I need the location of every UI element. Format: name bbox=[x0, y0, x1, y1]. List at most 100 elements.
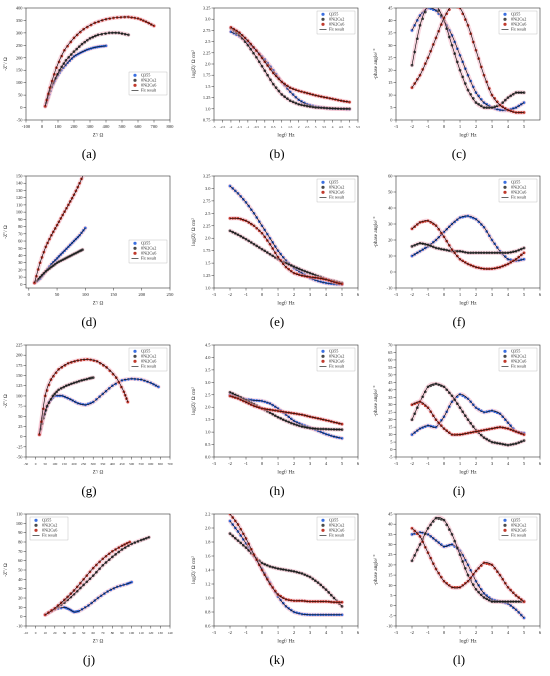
y-tick-label: 40 bbox=[388, 18, 393, 23]
y-tick-label: 2.75 bbox=[203, 28, 211, 33]
y-tick-label: 2.75 bbox=[203, 198, 211, 203]
y-tick-label: 2.2 bbox=[205, 512, 211, 517]
x-tick-label: 4 bbox=[325, 292, 328, 297]
x-tick-label: -1.5 bbox=[237, 125, 243, 129]
fit-line bbox=[44, 16, 155, 107]
x-tick-label: -1 bbox=[244, 630, 249, 635]
y-axis-label: log|Z|/ Ω cm² bbox=[191, 556, 197, 584]
x-tick-label: 0 bbox=[261, 461, 264, 466]
x-tick-label: 0 bbox=[443, 292, 446, 297]
y-tick-label: 0 bbox=[20, 434, 23, 439]
legend-marker bbox=[321, 528, 325, 532]
series-layer bbox=[409, 213, 527, 272]
x-axis-label: logf/ Hz bbox=[459, 638, 477, 645]
x-tick-label: -3 bbox=[394, 124, 399, 129]
y-tick-label: 0.0 bbox=[205, 455, 211, 460]
legend-marker bbox=[503, 528, 507, 532]
y-tick-label: 30 bbox=[388, 542, 393, 547]
plot-frame bbox=[395, 7, 541, 121]
legend-label: 0Ni2Cu2 bbox=[329, 17, 344, 22]
y-tick-label: 15 bbox=[388, 573, 393, 578]
y-tick-label: 4.5 bbox=[205, 343, 211, 348]
y-tick-label: 50 bbox=[18, 414, 23, 419]
x-tick-label: 80 bbox=[111, 631, 115, 635]
y-tick-label: 3.25 bbox=[203, 174, 211, 179]
data-point bbox=[477, 220, 481, 224]
data-point bbox=[130, 580, 133, 584]
fit-line bbox=[411, 383, 525, 446]
x-tick-label: 6 bbox=[357, 292, 360, 297]
series-layer bbox=[409, 515, 527, 620]
data-point bbox=[84, 169, 87, 172]
x-tick-label: 90 bbox=[120, 631, 124, 635]
y-tick-label: -50 bbox=[17, 455, 24, 460]
data-point bbox=[431, 520, 435, 523]
legend-marker bbox=[503, 185, 507, 189]
y-tick-label: 1.6 bbox=[205, 554, 211, 559]
y-tick-label: 1.4 bbox=[205, 568, 211, 573]
x-tick-label: 600 bbox=[135, 124, 143, 129]
legend-label: 0Ni2Cu2 bbox=[511, 185, 526, 190]
data-point bbox=[479, 97, 483, 101]
fit-line bbox=[39, 378, 159, 435]
y-tick-label: 200 bbox=[16, 353, 23, 358]
legend-label: 0Ni2Cu2 bbox=[42, 523, 57, 528]
x-tick-label: 650 bbox=[158, 462, 163, 466]
x-tick-label: 20 bbox=[53, 631, 57, 635]
panel-f: -3 -2 -1 0 1 2 3 4 5 6 -10 0 10 20 30 40 50 60 logf/ Hz -ph… bbox=[370, 168, 548, 332]
fit-line bbox=[229, 395, 343, 425]
x-tick-label: 70 bbox=[101, 631, 105, 635]
fit-line bbox=[34, 176, 84, 283]
y-tick-label: 0.8 bbox=[205, 610, 211, 615]
legend-marker bbox=[503, 17, 507, 21]
y-tick-label: 100 bbox=[16, 80, 23, 85]
legend-label: 0Ni2Cu6 bbox=[511, 190, 526, 195]
y-tick-label: 60 bbox=[18, 239, 23, 244]
legend-marker bbox=[34, 523, 38, 527]
panel-caption: (g) bbox=[81, 483, 97, 498]
x-tick-label: -2 bbox=[410, 461, 415, 466]
y-tick-label: 1.75 bbox=[203, 73, 211, 78]
x-tick-label: 800 bbox=[167, 124, 175, 129]
x-tick-label: -1 bbox=[246, 125, 249, 129]
legend-marker bbox=[503, 354, 507, 358]
y-tick-label: 1.25 bbox=[203, 273, 211, 278]
panel-a: -100 0 100 200 300 400 500 600 700 800 -50 0 50 100 15… bbox=[0, 0, 178, 164]
data-point bbox=[410, 403, 414, 407]
legend-marker bbox=[133, 73, 137, 77]
x-tick-label: 0 bbox=[35, 462, 37, 466]
x-tick-label: 400 bbox=[103, 124, 111, 129]
y-tick-label: 40 bbox=[388, 387, 393, 392]
legend-label: Fit result bbox=[511, 195, 527, 200]
y-tick-label: 30 bbox=[388, 402, 393, 407]
data-point bbox=[111, 372, 115, 376]
x-tick-label: 4 bbox=[325, 461, 328, 466]
legend-box bbox=[316, 10, 356, 35]
y-tick-label: 400 bbox=[16, 6, 23, 11]
legend-label: 0Ni2Cu6 bbox=[141, 359, 156, 364]
legend-marker bbox=[503, 518, 507, 522]
panel-l: -3 -2 -1 0 1 2 3 4 5 6 -10 -5 0 5 10 15 20 25 30 35 40 45 logf… bbox=[370, 506, 548, 670]
fit-line bbox=[34, 249, 83, 284]
y-tick-label: 60 bbox=[388, 174, 393, 179]
legend-marker bbox=[503, 359, 507, 363]
y-tick-label: 40 bbox=[18, 577, 23, 582]
x-tick-label: 100 bbox=[82, 292, 90, 297]
panel-caption: (i) bbox=[452, 483, 466, 498]
legend-label: Q355 bbox=[329, 349, 338, 354]
y-tick-label: 0 bbox=[390, 270, 393, 275]
legend-marker bbox=[34, 528, 38, 532]
series-layer bbox=[227, 514, 345, 617]
panel-caption: (a) bbox=[81, 146, 97, 161]
x-tick-label: 2 bbox=[293, 461, 296, 466]
legend-label: 0Ni2Cu6 bbox=[42, 528, 57, 533]
legend-label: 0Ni2Cu2 bbox=[329, 354, 344, 359]
data-point bbox=[487, 106, 491, 109]
x-tick-label: 5 bbox=[523, 124, 526, 129]
legend-label: 0Ni2Cu6 bbox=[511, 528, 526, 533]
legend-label: Q355 bbox=[42, 518, 51, 523]
legend-label: Q355 bbox=[511, 518, 520, 523]
y-tick-label: 350 bbox=[16, 18, 23, 23]
